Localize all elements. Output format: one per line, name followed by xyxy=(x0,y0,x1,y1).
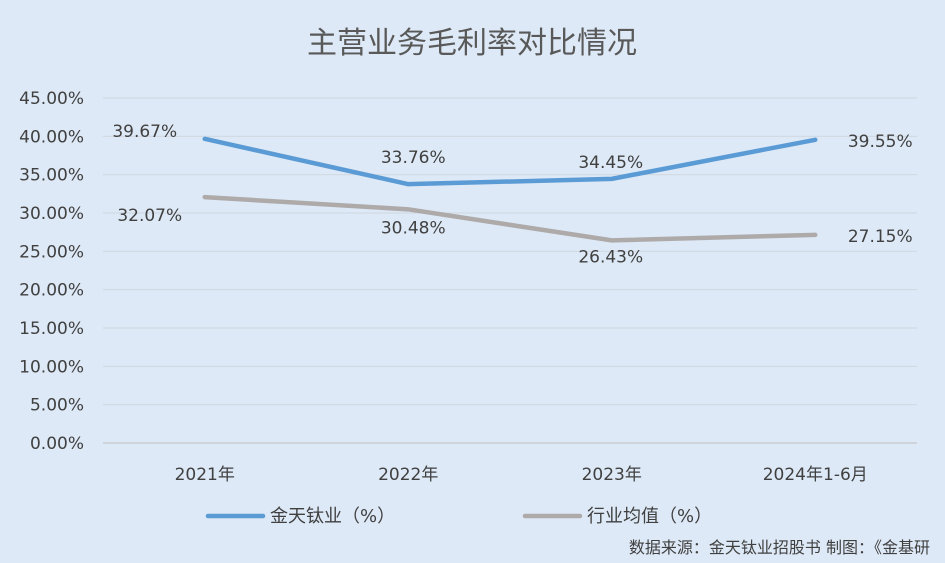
data-label: 39.55% xyxy=(848,132,913,152)
y-tick-label: 0.00% xyxy=(30,434,84,454)
x-tick-label: 2022年 xyxy=(378,465,438,485)
data-label: 27.15% xyxy=(848,227,913,247)
y-tick-label: 30.00% xyxy=(19,204,84,224)
series-lines xyxy=(202,136,818,243)
y-tick-label: 5.00% xyxy=(30,396,84,416)
y-tick-label: 15.00% xyxy=(19,319,84,339)
data-label: 34.45% xyxy=(578,153,643,173)
legend-label: 行业均值（%） xyxy=(587,506,712,527)
y-tick-label: 40.00% xyxy=(19,127,84,147)
y-tick-label: 25.00% xyxy=(19,242,84,262)
series-line-1 xyxy=(202,136,818,187)
data-label: 39.67% xyxy=(112,122,177,142)
legend-label: 金天钛业（%） xyxy=(270,506,395,527)
source-note: 数据来源：金天钛业招股书 制图：《金基研 xyxy=(629,538,930,557)
series-line-2 xyxy=(202,194,818,243)
x-tick-label: 2023年 xyxy=(582,465,642,485)
x-axis: 2021年 2022年 2023年 2024年1-6月 xyxy=(175,465,868,485)
data-label: 26.43% xyxy=(578,247,643,267)
y-axis: 0.00% 5.00% 10.00% 15.00% 20.00% 25.00% 30.00%… xyxy=(19,89,84,454)
y-tick-label: 45.00% xyxy=(19,89,84,109)
x-tick-label: 2021年 xyxy=(175,465,235,485)
y-tick-label: 10.00% xyxy=(19,357,84,377)
data-labels: 39.67% 33.76% 34.45% 39.55% 32.07% 30.48% 26.4… xyxy=(112,122,912,268)
data-label: 30.48% xyxy=(381,218,446,238)
gridlines xyxy=(103,97,917,444)
y-tick-label: 35.00% xyxy=(19,166,84,186)
data-label: 32.07% xyxy=(117,206,182,226)
x-tick-label: 2024年1-6月 xyxy=(763,465,868,485)
chart-title: 主营业务毛利率对比情况 xyxy=(307,26,637,61)
y-tick-label: 20.00% xyxy=(19,281,84,301)
data-label: 33.76% xyxy=(381,148,446,168)
legend: 金天钛业（%） 行业均值（%） xyxy=(205,506,712,527)
